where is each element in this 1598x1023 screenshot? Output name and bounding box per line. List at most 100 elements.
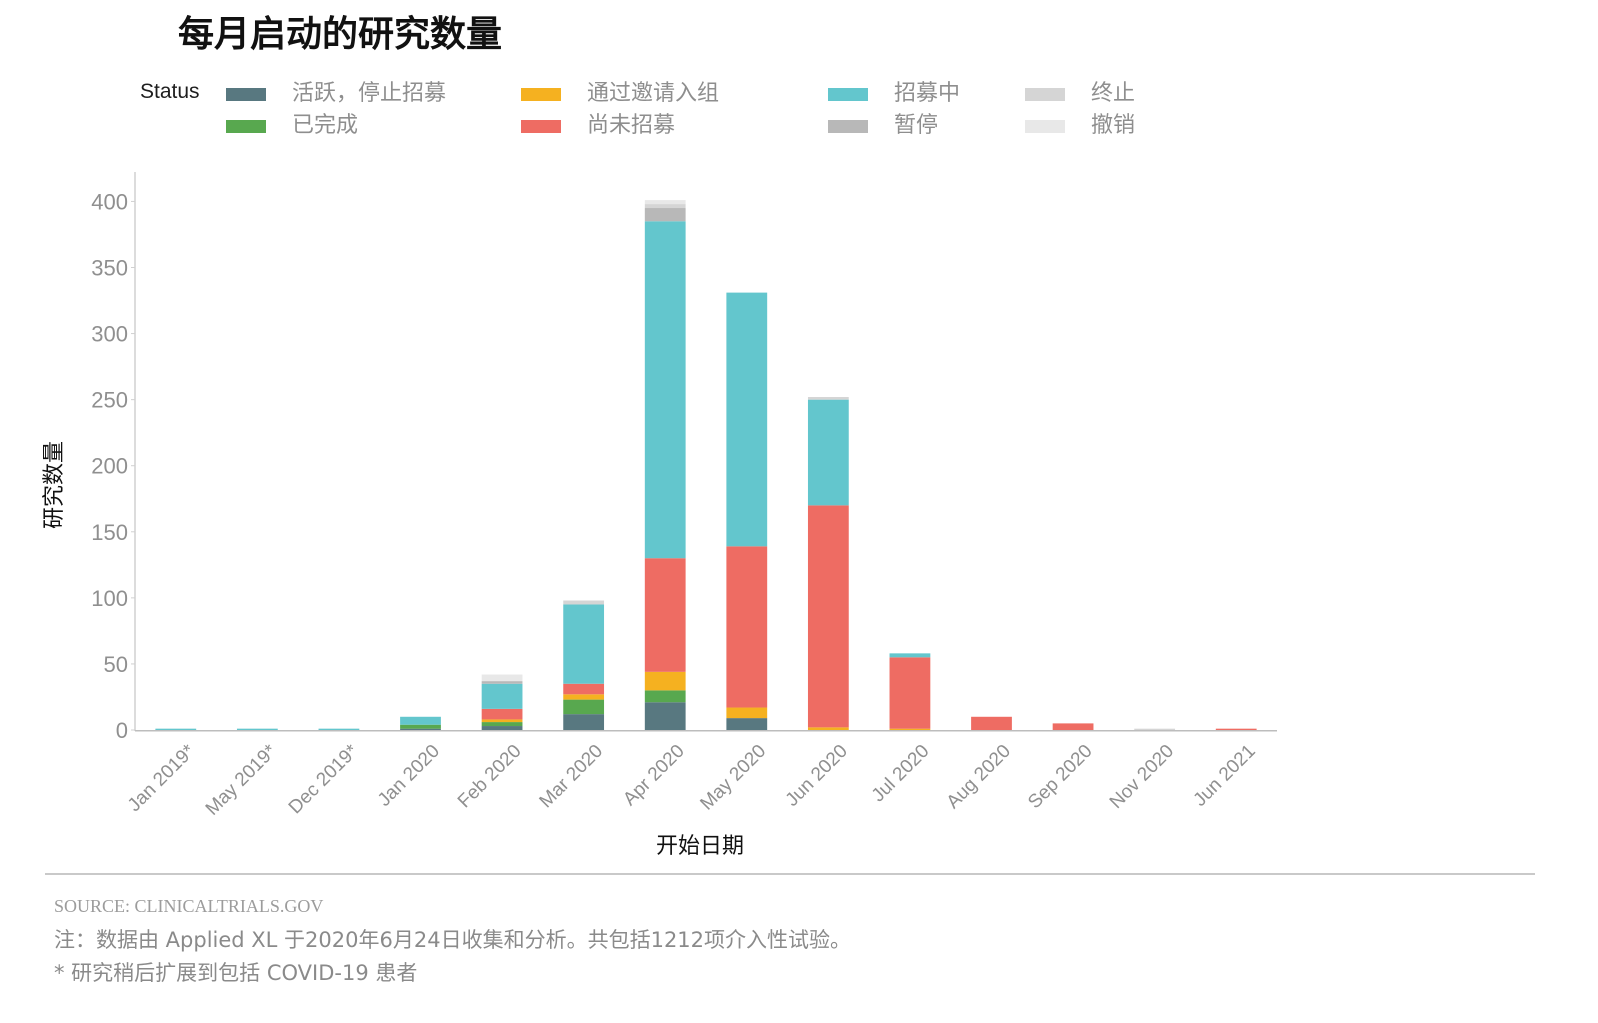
- legend-label: 活跃，停止招募: [292, 81, 447, 106]
- x-tick-label-jan-2020: Jan 2020: [374, 741, 444, 811]
- legend-label: 尚未招募: [587, 113, 676, 138]
- legend-swatch: [521, 87, 561, 101]
- legend-item-active-not-recruiting: 活跃，停止招募: [226, 78, 521, 110]
- y-tick-label: 400: [91, 189, 128, 214]
- y-axis-ticks: 0 50 100 150 200 250 300 350 400: [91, 189, 135, 743]
- x-tick-label-feb-2020: Feb 2020: [454, 741, 526, 813]
- bar-segment-may-2020-series-0: [726, 718, 768, 730]
- x-tick-label-aug-2020: Aug 2020: [943, 741, 1015, 813]
- x-tick-label-nov-2020: Nov 2020: [1106, 741, 1178, 813]
- legend-swatch: [521, 119, 561, 133]
- x-tick-label-sep-2020: Sep 2020: [1024, 741, 1096, 813]
- legend-label: 招募中: [894, 81, 961, 106]
- legend-label: 撤销: [1091, 113, 1136, 138]
- x-tick-label-jun-2020: Jun 2020: [782, 741, 852, 811]
- x-tick-label-jan-2019: Jan 2019*: [124, 740, 200, 816]
- legend-label: 通过邀请入组: [587, 81, 720, 106]
- bar-segment-may-2019-series-4: [236, 728, 278, 730]
- bar-segment-aug-2020-series-3: [971, 716, 1012, 730]
- bar-segment-jan-2019-series-4: [155, 728, 197, 730]
- bar-segment-nov-2020-series-6: [1134, 728, 1176, 730]
- bar-segment-apr-2020-series-2: [644, 671, 686, 691]
- legend-item-terminated: 终止: [1025, 78, 1225, 110]
- legend-item-suspended: 暂停: [828, 110, 1025, 142]
- y-tick-label: 350: [91, 256, 128, 281]
- footnote: * 研究稍后扩展到包括 COVID-19 患者: [54, 961, 418, 985]
- x-tick-label-apr-2020: Apr 2020: [619, 741, 688, 810]
- legend-item-enrolling-by-invitation: 通过邀请入组: [521, 78, 828, 110]
- bar-segment-mar-2020-series-1: [563, 699, 605, 715]
- bar-segment-jul-2020-series-2: [889, 728, 931, 730]
- legend-swatch: [1025, 87, 1065, 101]
- bar-segment-feb-2020-series-7: [481, 674, 523, 682]
- bar-segment-jul-2020-series-4: [889, 653, 931, 658]
- legend-item-not-yet-recruiting: 尚未招募: [521, 110, 828, 142]
- bar-segment-may-2020-series-4: [726, 292, 768, 547]
- y-tick-label: 150: [91, 520, 128, 545]
- legend-swatch: [828, 87, 868, 101]
- bar-segment-may-2020-series-2: [726, 707, 768, 719]
- x-axis-title: 开始日期: [656, 834, 744, 859]
- bar-segment-feb-2020-series-3: [481, 708, 523, 720]
- bar-segment-feb-2020-series-2: [481, 719, 523, 723]
- y-tick-label: 200: [91, 454, 128, 479]
- bar-segment-apr-2020-series-0: [644, 702, 686, 730]
- bar-segment-mar-2020-series-3: [563, 683, 605, 695]
- y-tick-label: 300: [91, 322, 128, 347]
- y-axis-title: 研究数量: [42, 441, 67, 529]
- footer-divider: [45, 873, 1535, 875]
- bar-segment-feb-2020-series-0: [481, 726, 523, 730]
- legend-swatch: [226, 87, 266, 101]
- y-tick-label: 0: [116, 718, 128, 743]
- x-tick-label-may-2020: May 2020: [696, 741, 770, 815]
- bar-segment-jan-2020-series-4: [400, 716, 441, 725]
- legend-swatch: [1025, 119, 1065, 133]
- bar-segment-jan-2020-series-1: [400, 724, 441, 729]
- bar-segment-jun-2020-series-4: [807, 399, 849, 506]
- bar-segment-jun-2020-series-6: [807, 397, 849, 400]
- x-tick-label-jul-2020: Jul 2020: [868, 741, 934, 807]
- y-tick-label: 100: [91, 586, 128, 611]
- bar-segment-apr-2020-series-4: [644, 221, 686, 559]
- x-tick-label-dec-2019: Dec 2019*: [285, 740, 363, 818]
- bar-segment-may-2020-series-3: [726, 546, 768, 708]
- bar-segment-apr-2020-series-1: [644, 690, 686, 703]
- bar-segment-feb-2020-series-4: [481, 683, 523, 709]
- bar-segment-feb-2020-series-1: [481, 722, 523, 727]
- bar-segment-feb-2020-series-5: [481, 681, 523, 684]
- legend-label: 暂停: [894, 113, 939, 138]
- legend-label: 已完成: [292, 113, 359, 138]
- x-tick-label-jun-2021: Jun 2021: [1190, 741, 1260, 811]
- bar-segment-apr-2020-series-7: [644, 200, 686, 205]
- bars: [155, 200, 1257, 730]
- bar-segment-jun-2020-series-3: [807, 505, 849, 728]
- bar-segment-apr-2020-series-3: [644, 558, 686, 672]
- bar-segment-mar-2020-series-0: [563, 714, 605, 730]
- bar-segment-mar-2020-series-4: [563, 604, 605, 684]
- legend-title: Status: [140, 80, 200, 103]
- bar-segment-mar-2020-series-6: [563, 600, 605, 605]
- bar-segment-jul-2020-series-3: [889, 657, 931, 729]
- legend-swatch: [226, 119, 266, 133]
- bar-segment-mar-2020-series-2: [563, 694, 605, 700]
- bar-segment-apr-2020-series-6: [644, 204, 686, 209]
- legend-item-withdrawn: 撤销: [1025, 110, 1225, 142]
- legend-item-completed: 已完成: [226, 110, 521, 142]
- legend-label: 终止: [1091, 81, 1136, 106]
- bar-segment-jun-2021-series-3: [1215, 728, 1257, 730]
- data-note: 注：数据由 Applied XL 于2020年6月24日收集和分析。共包括121…: [54, 928, 852, 952]
- bar-segment-jun-2020-series-2: [807, 727, 849, 730]
- x-tick-label-may-2019: May 2019*: [202, 740, 282, 820]
- chart-title: 每月启动的研究数量: [178, 14, 503, 55]
- x-axis-tick-labels: Jan 2019* May 2019* Dec 2019* Jan 2020 Feb 2…: [124, 740, 1260, 820]
- bar-segment-apr-2020-series-5: [644, 208, 686, 222]
- bar-segment-sep-2020-series-3: [1052, 723, 1094, 730]
- source-note: SOURCE: CLINICALTRIALS.GOV: [54, 896, 324, 916]
- legend: 活跃，停止招募 已完成 通过邀请入组 尚未招募 招募中 暂停 终止 撤销: [226, 78, 1225, 142]
- bar-segment-jan-2020-series-0: [400, 728, 441, 730]
- legend-item-recruiting: 招募中: [828, 78, 1025, 110]
- x-tick-label-mar-2020: Mar 2020: [536, 741, 608, 813]
- legend-swatch: [828, 119, 868, 133]
